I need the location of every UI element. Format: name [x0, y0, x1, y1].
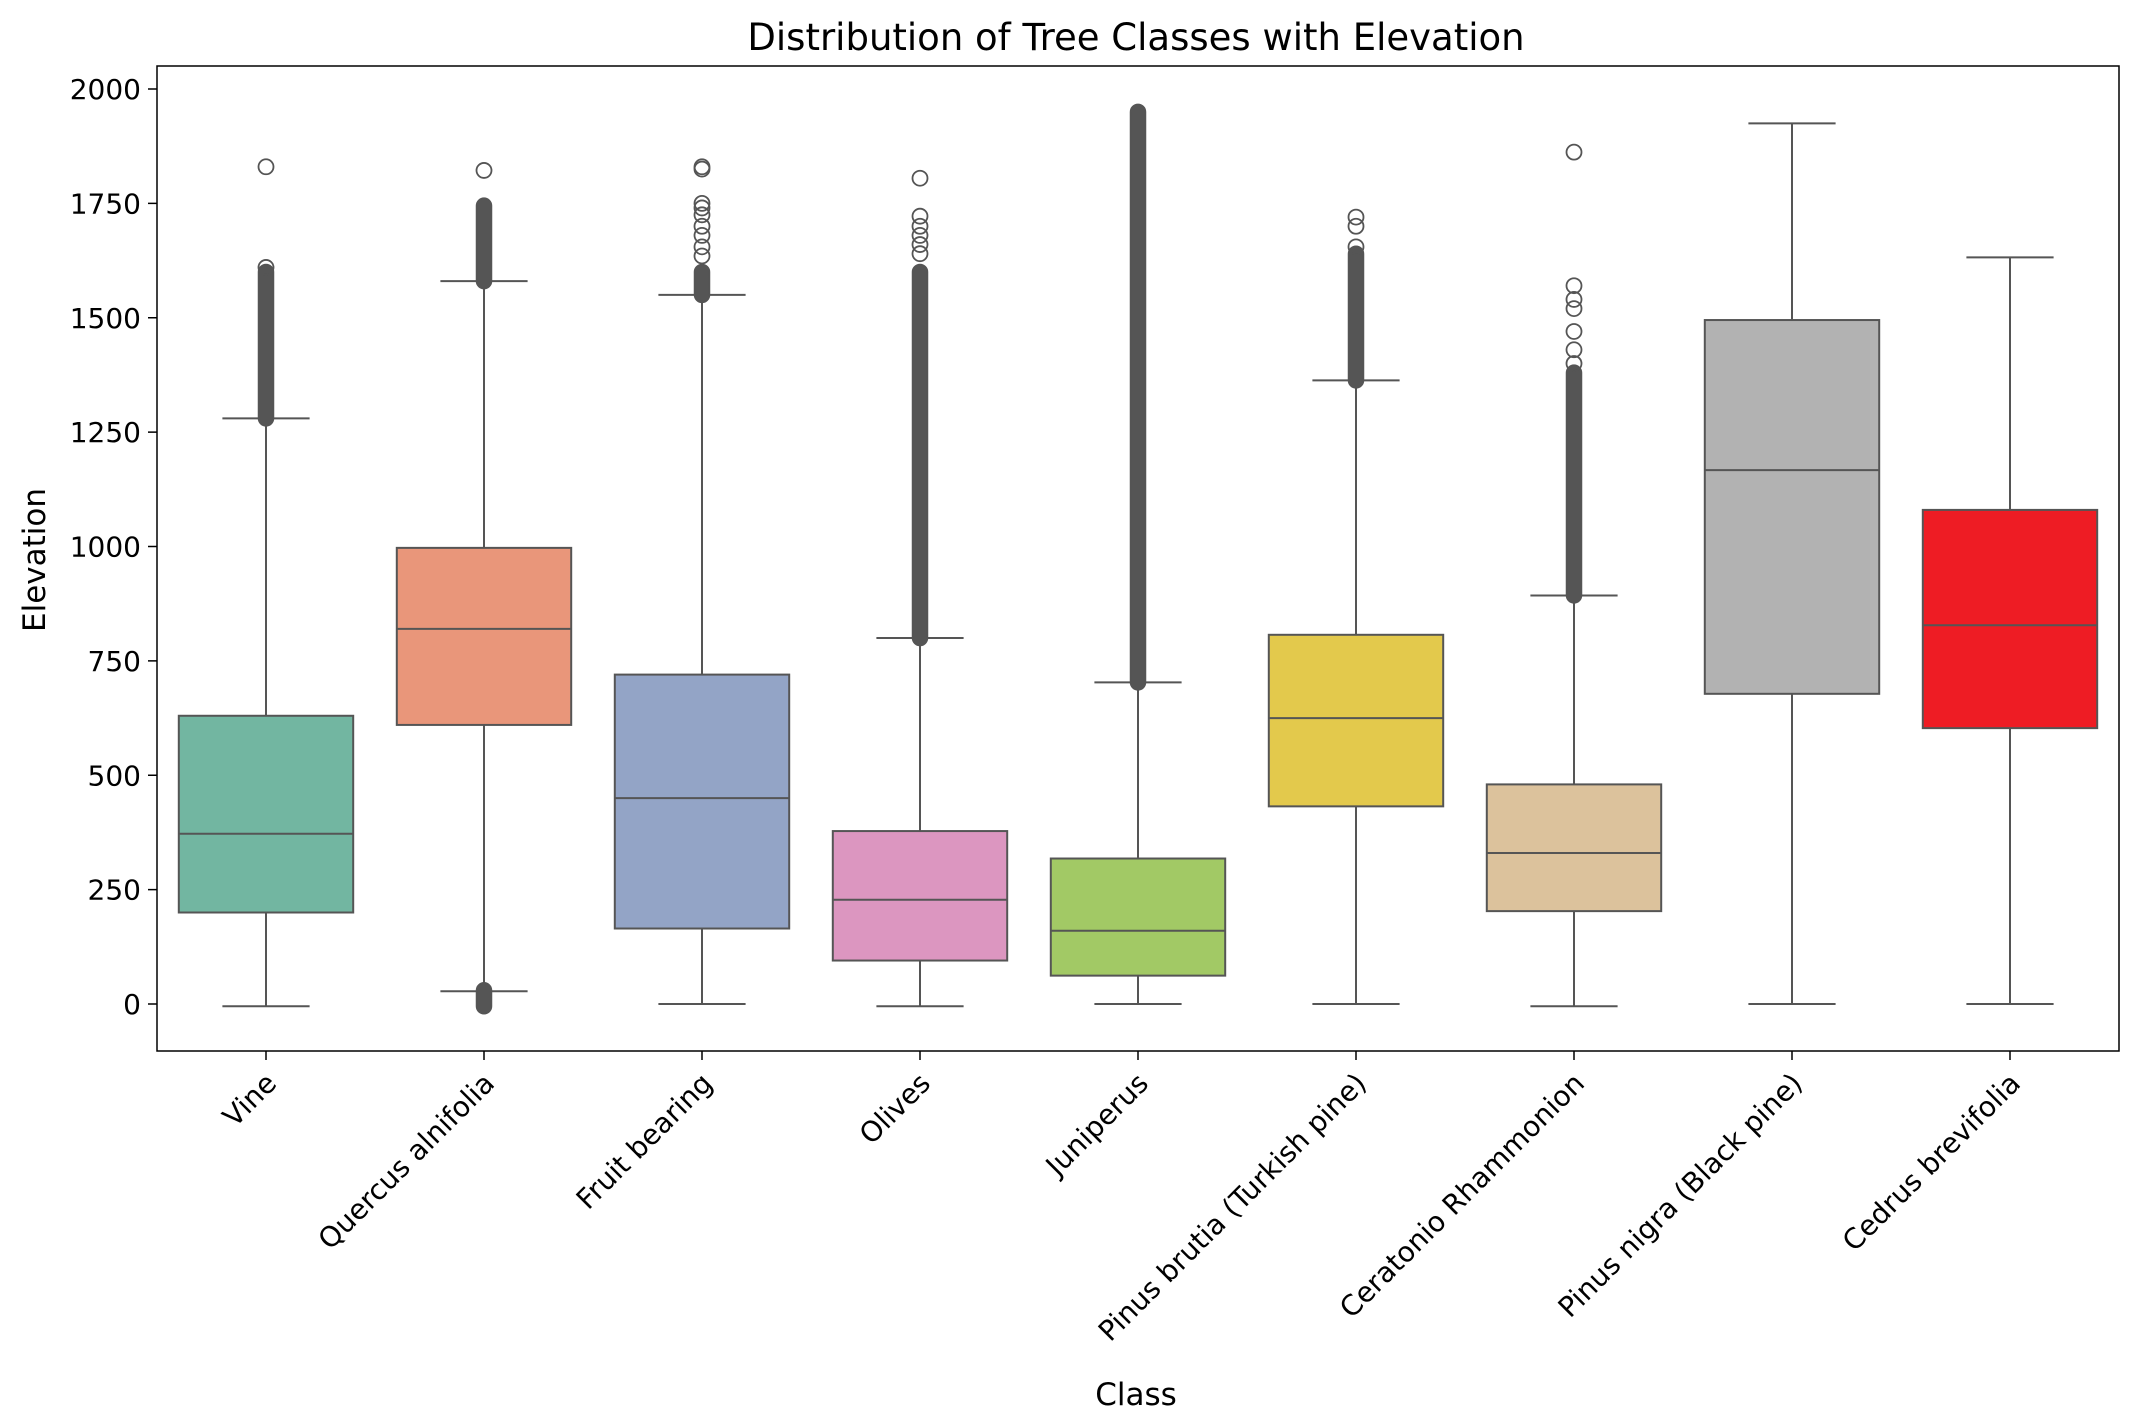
outlier-3-0: [911, 245, 929, 263]
box-2: [613, 673, 791, 930]
box-group-1: [395, 162, 573, 1015]
outlier-2-0: [693, 247, 711, 265]
box-1: [395, 546, 573, 726]
chart-title: Distribution of Tree Classes with Elevat…: [747, 16, 1524, 59]
outliers-dense-2: [693, 263, 711, 304]
box-group-0: [177, 158, 355, 1008]
outlier-2-4: [693, 206, 711, 224]
box-5: [1267, 633, 1445, 808]
outlier-2-8: [693, 158, 711, 176]
y-tick-label-2000: 2000: [70, 73, 141, 106]
outlier-6-1: [1565, 341, 1583, 359]
box-4: [1049, 857, 1227, 977]
box-0: [177, 714, 355, 914]
outlier-1-0: [475, 162, 493, 179]
outlier-6-5: [1565, 277, 1583, 295]
outlier-6-0: [1565, 355, 1583, 372]
outlier-5-1: [1347, 217, 1365, 235]
outlier-2-1: [693, 238, 711, 256]
outlier-3-4: [911, 207, 929, 225]
outlier-3-1: [911, 236, 929, 253]
y-tick-label-0: 0: [123, 988, 141, 1021]
outliers-dense-4: [1129, 103, 1147, 691]
plot-area: [177, 103, 2099, 1015]
box-8: [1921, 508, 2099, 730]
outlier-6-6: [1565, 143, 1583, 161]
outlier-2-5: [693, 199, 711, 217]
box-group-6: [1485, 143, 1663, 1008]
outlier-6-3: [1565, 300, 1583, 318]
outlier-6-4: [1565, 291, 1583, 308]
outlier-2-3: [693, 217, 711, 235]
y-tick-label-250: 250: [88, 874, 141, 907]
outliers-dense-3: [911, 263, 929, 647]
outlier-3-3: [911, 217, 929, 235]
outliers-low-dense-1: [475, 982, 493, 1015]
y-tick-label-750: 750: [88, 645, 141, 678]
box-6: [1485, 783, 1663, 913]
outlier-6-2: [1565, 323, 1583, 340]
outlier-3-2: [911, 226, 929, 244]
box-3: [831, 830, 1009, 962]
box-group-7: [1703, 122, 1881, 1005]
outlier-3-5: [911, 169, 929, 187]
y-axis-label: Elevation: [17, 488, 53, 632]
box-group-4: [1049, 103, 1227, 1005]
y-tick-label-1250: 1250: [70, 416, 141, 449]
y-tick-label-1750: 1750: [70, 187, 141, 220]
outlier-5-2: [1347, 208, 1365, 226]
outlier-0-0: [257, 259, 275, 276]
outliers-dense-5: [1347, 245, 1365, 389]
box-group-8: [1921, 256, 2099, 1005]
box-7: [1703, 319, 1881, 695]
outliers-dense-0: [257, 263, 275, 427]
outlier-2-2: [693, 226, 711, 244]
outlier-2-6: [693, 194, 711, 212]
y-tick-label-500: 500: [88, 759, 141, 792]
x-axis-label: Class: [1095, 1377, 1177, 1413]
outliers-dense-6: [1565, 364, 1583, 604]
outlier-0-1: [257, 158, 275, 176]
y-tick-label-1500: 1500: [70, 302, 141, 335]
outliers-dense-1: [475, 197, 493, 290]
box-group-3: [831, 169, 1009, 1008]
outlier-5-0: [1347, 238, 1365, 256]
box-group-2: [613, 158, 791, 1005]
y-tick-label-1000: 1000: [70, 531, 141, 564]
box-group-5: [1267, 208, 1445, 1005]
y-axis: 0 250 500 750 1000 1250 1500 1750 2000: [70, 73, 157, 1021]
